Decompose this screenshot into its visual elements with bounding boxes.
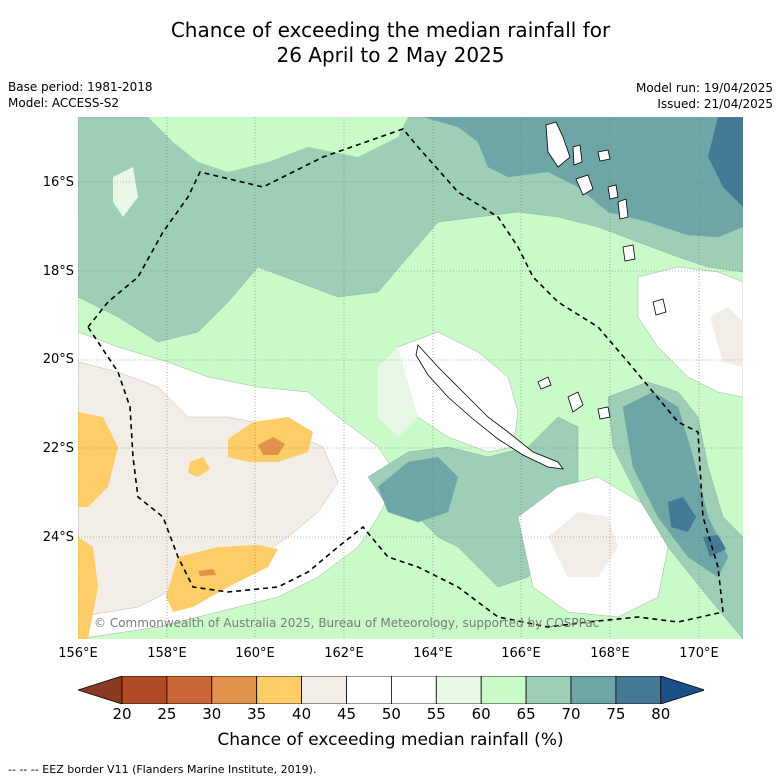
region-40-45-west (78, 361, 339, 618)
colorbar-segment (211, 676, 258, 704)
lon-label-164e: 164°E (413, 646, 453, 661)
vanuatu-island-2 (572, 144, 583, 166)
vanuatu-island-5 (607, 184, 619, 200)
vanuatu-island-1 (545, 121, 571, 168)
region-55-60-central (378, 347, 418, 437)
lon-label-170e: 170°E (679, 646, 719, 661)
region-white-north (113, 167, 138, 217)
vanuatu-island-7 (622, 244, 636, 262)
colorbar-segment (166, 676, 213, 704)
lon-label-168e: 168°E (590, 646, 630, 661)
colorbar-arrow-low (78, 676, 123, 704)
lat-label-16s: 16°S (42, 175, 74, 190)
lat-label-22s: 22°S (42, 441, 74, 456)
lon-label-162e: 162°E (324, 646, 364, 661)
base-period: Base period: 1981-2018 (8, 80, 153, 94)
region-light-north-1 (148, 117, 408, 172)
region-70-75-east (622, 391, 729, 578)
colorbar-tick-label: 75 (606, 705, 626, 723)
region-dark-west (78, 212, 108, 277)
region-30-35-center (258, 437, 285, 455)
coastlines (415, 121, 667, 470)
lon-label-166e: 166°E (501, 646, 541, 661)
lon-label-156e: 156°E (58, 646, 98, 661)
colorbar-tick-label: 80 (651, 705, 671, 723)
model-run: Model run: 19/04/2025 (635, 81, 773, 95)
colorbar-segment (390, 676, 437, 704)
lon-label-160e: 160°E (235, 646, 275, 661)
region-70-75-south (377, 456, 459, 523)
colorbar-segment (435, 676, 482, 704)
loyalty-island-1 (537, 376, 552, 390)
loyalty-island-3 (597, 406, 611, 420)
colorbar-segment (301, 676, 347, 704)
meta-left: Base period: 1981-2018 Model: ACCESS-S2 (8, 79, 153, 111)
colorbar-tick-label: 20 (112, 705, 132, 723)
region-75-80-east (668, 497, 696, 532)
vanuatu-island-6 (617, 198, 629, 220)
colorbar-tick-label: 55 (426, 705, 446, 723)
issued-date: Issued: 21/04/2025 (657, 97, 773, 111)
region-35-40-far-west (78, 412, 118, 507)
region-beige-south (548, 512, 618, 577)
vanuatu-island-3 (575, 174, 594, 196)
meta-right: Model run: 19/04/2025 Issued: 21/04/2025 (636, 80, 773, 112)
lat-label-18s: 18°S (42, 264, 74, 279)
colorbar-label: Chance of exceeding median rainfall (%) (217, 730, 564, 750)
colorbar-segment (570, 676, 617, 704)
colorbar-tick-label: 45 (336, 705, 357, 723)
loyalty-island-2 (567, 391, 584, 413)
region-beige-east (710, 307, 743, 367)
region-35-40-southwest (78, 537, 98, 639)
eastern-islet (652, 298, 667, 316)
map-title: Chance of exceeding the median rainfall … (0, 18, 781, 68)
colorbar-tick-label: 35 (247, 705, 267, 723)
colorbar-tick-label: 25 (157, 705, 177, 723)
colorbar-tick-label: 65 (516, 705, 536, 723)
model-name: Model: ACCESS-S2 (8, 96, 120, 110)
region-white-east (637, 266, 743, 398)
rainfall-map[interactable]: © Commonwealth of Australia 2025, Bureau… (78, 117, 743, 639)
colorbar-segment (480, 676, 527, 704)
colorbar-tick-label: 70 (561, 705, 581, 723)
region-75-80-northeast (708, 117, 743, 207)
region-35-40-small (188, 457, 210, 477)
colorbar-tick-label: 30 (202, 705, 222, 723)
colorbar-tick-label: 60 (471, 705, 491, 723)
colorbar-segment (121, 676, 168, 704)
region-light-north-2 (473, 217, 548, 292)
colorbar-segment (256, 676, 302, 704)
colorbar-tick-label: 40 (292, 705, 312, 723)
colorbar-segment (615, 676, 662, 704)
vanuatu-island-4 (597, 149, 611, 162)
title-line-1: Chance of exceeding the median rainfall … (170, 18, 611, 42)
region-35-40-south (166, 545, 278, 612)
colorbar-tick-label: 50 (381, 705, 401, 723)
colorbar (78, 676, 704, 704)
title-line-2: 26 April to 2 May 2025 (276, 43, 505, 67)
colorbar-segment (525, 676, 572, 704)
eez-footnote: -- -- -- EEZ border V11 (Flanders Marine… (8, 763, 317, 776)
lat-label-20s: 20°S (42, 352, 74, 367)
region-75-80-east-2 (703, 535, 726, 557)
colorbar-arrow-high (660, 676, 704, 704)
colorbar-segment (346, 676, 392, 704)
new-caledonia-island (415, 344, 564, 470)
region-30-35-south (198, 569, 216, 576)
map-canvas: © Commonwealth of Australia 2025, Bureau… (78, 117, 743, 639)
lon-label-158e: 158°E (147, 646, 187, 661)
lat-label-24s: 24°S (42, 530, 74, 545)
copyright-notice: © Commonwealth of Australia 2025, Bureau… (94, 616, 599, 630)
eez-border (87, 128, 724, 628)
